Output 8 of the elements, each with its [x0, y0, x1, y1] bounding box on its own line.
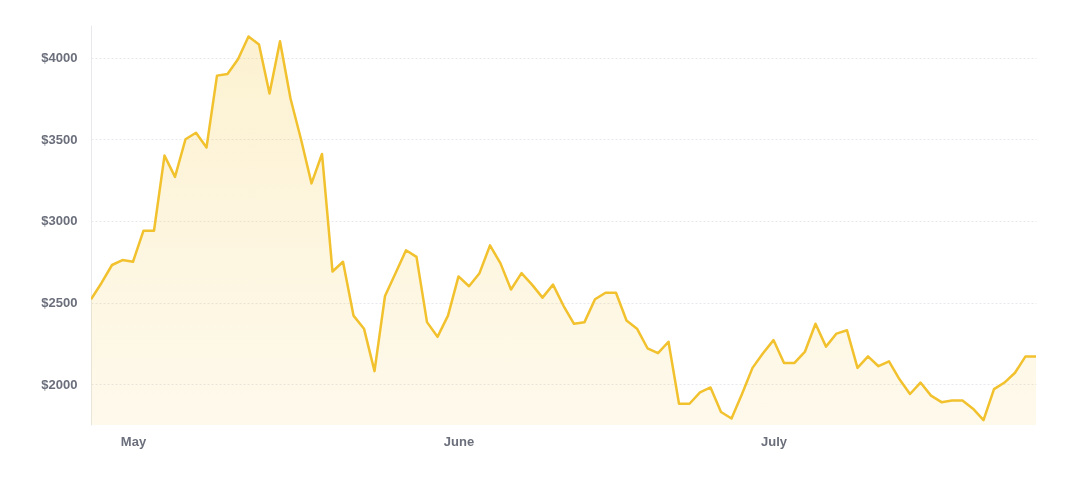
x-tick-label: July — [760, 433, 788, 449]
y-tick-label: $2000 — [41, 376, 78, 392]
y-tick-label: $4000 — [41, 50, 78, 66]
y-tick-label: $2500 — [41, 295, 78, 311]
x-tick-label: May — [120, 433, 147, 449]
y-tick-label: $3500 — [41, 131, 78, 147]
y-tick-label: $3000 — [41, 213, 78, 229]
x-tick-label: June — [443, 433, 475, 449]
